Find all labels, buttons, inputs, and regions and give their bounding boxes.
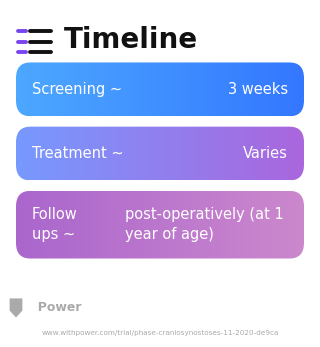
Text: 3 weeks: 3 weeks bbox=[228, 82, 288, 97]
Polygon shape bbox=[10, 298, 22, 318]
Text: Timeline: Timeline bbox=[64, 26, 198, 54]
Text: Treatment ~: Treatment ~ bbox=[32, 146, 124, 161]
Text: Follow
ups ~: Follow ups ~ bbox=[32, 207, 78, 242]
Text: Power: Power bbox=[29, 301, 81, 314]
Text: Varies: Varies bbox=[243, 146, 288, 161]
Text: Screening ~: Screening ~ bbox=[32, 82, 122, 97]
Text: post-operatively (at 1
year of age): post-operatively (at 1 year of age) bbox=[125, 207, 284, 242]
Text: www.withpower.com/trial/phase-craniosynostoses-11-2020-de9ca: www.withpower.com/trial/phase-craniosyno… bbox=[41, 330, 279, 336]
